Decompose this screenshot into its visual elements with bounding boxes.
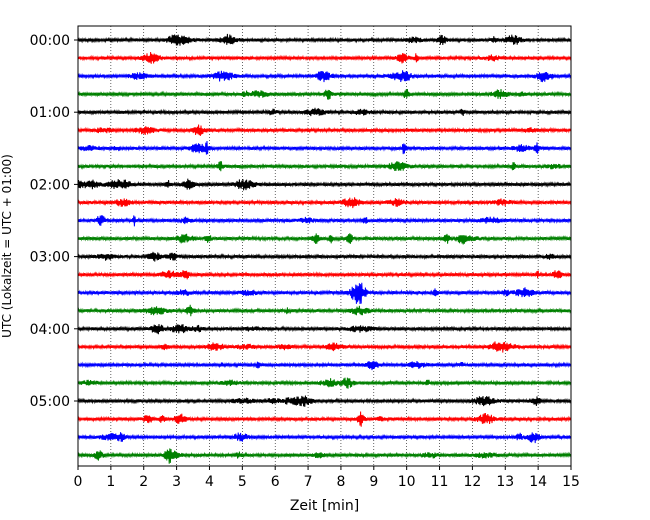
trace-0130 — [77, 140, 572, 155]
x-tick-label-11: 11 — [431, 474, 449, 490]
trace-0230 — [77, 215, 572, 227]
x-tick-label-10: 10 — [398, 474, 416, 490]
trace-0245 — [77, 233, 572, 245]
x-axis-ticks: 0 1 2 3 4 5 6 7 8 9 10 11 12 13 14 15 — [74, 466, 580, 490]
trace-0515 — [77, 411, 572, 427]
x-axis-label: Zeit [min] — [290, 498, 359, 514]
trace-0030 — [77, 70, 572, 83]
x-tick-label-1: 1 — [106, 474, 115, 490]
trace-0415 — [77, 341, 572, 353]
x-tick-label-3: 3 — [172, 474, 181, 490]
x-tick-label-14: 14 — [529, 474, 547, 490]
trace-0145 — [77, 161, 572, 172]
x-tick-label-7: 7 — [304, 474, 313, 490]
trace-0000 — [77, 33, 572, 46]
trace-0445 — [77, 377, 572, 389]
y-tick-label-3: 03:00 — [30, 250, 70, 266]
x-tick-label-4: 4 — [205, 474, 214, 490]
x-tick-label-0: 0 — [74, 474, 83, 490]
trace-0330 — [77, 282, 572, 304]
x-tick-label-12: 12 — [463, 474, 481, 490]
trace-0530 — [77, 432, 572, 444]
y-tick-label-4: 04:00 — [30, 322, 70, 338]
x-tick-label-8: 8 — [336, 474, 345, 490]
x-tick-label-13: 13 — [496, 474, 514, 490]
trace-0315 — [77, 270, 572, 280]
x-tick-label-15: 15 — [562, 474, 580, 490]
y-tick-label-0: 00:00 — [30, 33, 70, 49]
x-tick-label-6: 6 — [271, 474, 280, 490]
x-tick-label-2: 2 — [139, 474, 148, 490]
trace-0015 — [77, 51, 572, 64]
trace-0300 — [77, 251, 572, 262]
trace-0500 — [77, 395, 572, 407]
seismic-traces — [77, 33, 572, 464]
y-tick-label-2: 02:00 — [30, 177, 70, 193]
trace-0115 — [77, 124, 572, 136]
trace-0345 — [77, 304, 572, 317]
trace-0545 — [77, 448, 572, 464]
trace-0100 — [77, 107, 572, 117]
trace-0215 — [77, 197, 572, 209]
vertical-grid — [110, 26, 539, 466]
trace-0430 — [77, 360, 572, 371]
y-axis-label: UTC (Lokalzeit = UTC + 01:00) — [0, 154, 14, 338]
trace-0200 — [77, 178, 572, 191]
x-tick-label-5: 5 — [238, 474, 247, 490]
trace-0045 — [77, 88, 572, 100]
y-tick-label-5: 05:00 — [30, 394, 70, 410]
trace-0400 — [77, 323, 572, 335]
y-axis-ticks: 00:00 01:00 02:00 03:00 04:00 05:00 — [30, 33, 78, 410]
x-tick-label-9: 9 — [369, 474, 378, 490]
plot-frame — [77, 25, 572, 467]
y-tick-label-1: 01:00 — [30, 105, 70, 121]
